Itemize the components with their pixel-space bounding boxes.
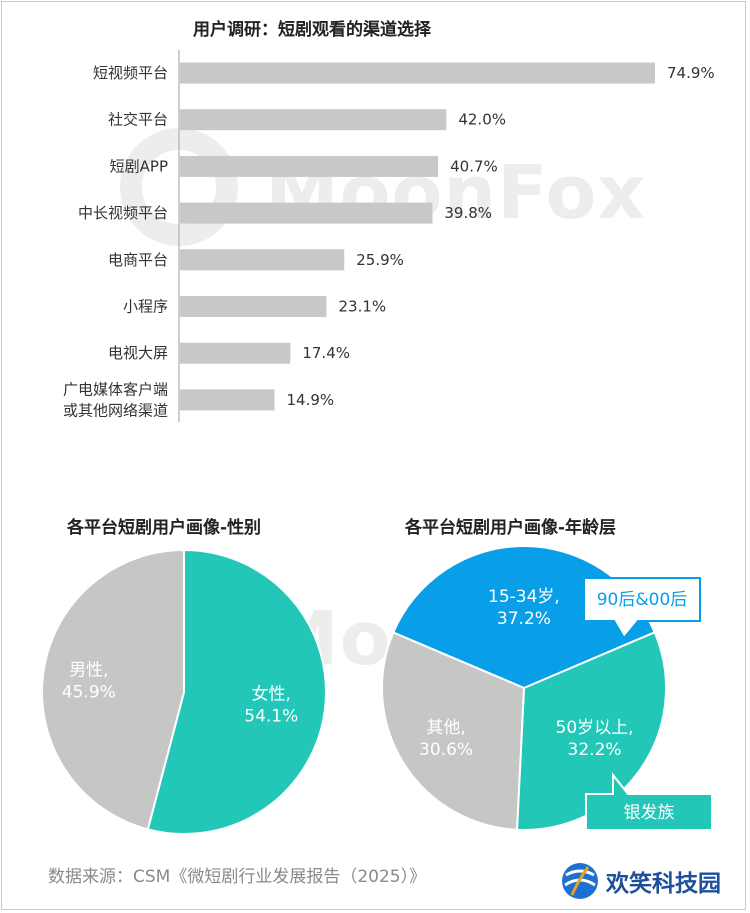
bar-chart: 短视频平台 74.9% 社交平台 42.0% 短剧APP 40.7% 中长视频平台 39.8%… (63, 50, 715, 422)
pie-slice (146, 548, 327, 835)
age-pie-chart: 15-34岁,37.2% 50岁以上,32.2% 其他,30.6% 90后&00后银发… (381, 545, 713, 831)
bar-category-label: 或其他网络渠道 (63, 401, 168, 419)
bar (180, 296, 327, 317)
pie-slice-label: 女性, (252, 684, 291, 704)
bar (180, 249, 345, 271)
pie-slice-value: 54.1% (244, 706, 298, 726)
bar-value-label: 74.9% (667, 64, 715, 82)
bar-category-label: 短视频平台 (93, 64, 168, 82)
bar (180, 342, 291, 364)
bar-category-label: 电商平台 (108, 251, 168, 269)
age-chart-title: 各平台短剧用户画像-年龄层 (405, 518, 617, 538)
gender-pie-chart: 女性,54.1% 男性,45.9% (41, 548, 327, 835)
callout-senior-text: 银发族 (624, 803, 675, 823)
bar-category-label: 小程序 (123, 298, 168, 316)
bar (180, 109, 447, 131)
bar (180, 155, 439, 177)
callout-young: 90后&00后 (583, 577, 701, 640)
callout-young-text: 90后&00后 (597, 590, 688, 610)
pie-slice-label: 50岁以上, (556, 718, 634, 738)
brand-logo: 欢笑科技园 (560, 858, 748, 904)
pie-slice-value: 45.9% (62, 683, 116, 703)
bar (180, 202, 433, 224)
bar (180, 62, 655, 84)
pie-slice (515, 631, 667, 831)
callout-young-box (583, 577, 701, 640)
pie-slice (41, 548, 185, 831)
data-source-note: 数据来源：CSM《微短剧行业发展报告（2025）》 (48, 867, 427, 887)
pie-slice (381, 631, 526, 831)
bar-value-label: 25.9% (356, 251, 404, 269)
volleyball-icon (562, 863, 598, 899)
callout-senior-box (585, 772, 713, 831)
bar-value-label: 39.8% (444, 204, 492, 222)
bar-value-label: 14.9% (286, 391, 334, 409)
pie-slice-value: 32.2% (568, 740, 622, 760)
pie-slice-label: 其他, (426, 718, 465, 738)
bar-category-label: 广电媒体客户端 (63, 380, 168, 398)
bar-category-label: 短剧APP (110, 157, 168, 175)
brand-name: 欢笑科技园 (606, 871, 721, 897)
pie-slice-label: 15-34岁, (488, 587, 560, 607)
bar-category-label: 电视大屏 (108, 344, 168, 362)
pie-slice-value: 37.2% (497, 609, 551, 629)
callout-senior: 银发族 (585, 772, 713, 831)
bar-chart-title: 用户调研：短剧观看的渠道选择 (193, 20, 431, 40)
pie-slice-label: 男性, (69, 661, 108, 681)
gender-chart-title: 各平台短剧用户画像-性别 (67, 518, 262, 538)
bar-value-label: 40.7% (450, 157, 498, 175)
bar-category-label: 中长视频平台 (78, 204, 168, 222)
bar-category-label: 社交平台 (108, 111, 168, 129)
bar-value-label: 42.0% (458, 111, 506, 129)
bar-value-label: 17.4% (302, 344, 350, 362)
bar (180, 389, 275, 411)
bar-value-label: 23.1% (338, 298, 386, 316)
pie-slice-value: 30.6% (419, 740, 473, 760)
